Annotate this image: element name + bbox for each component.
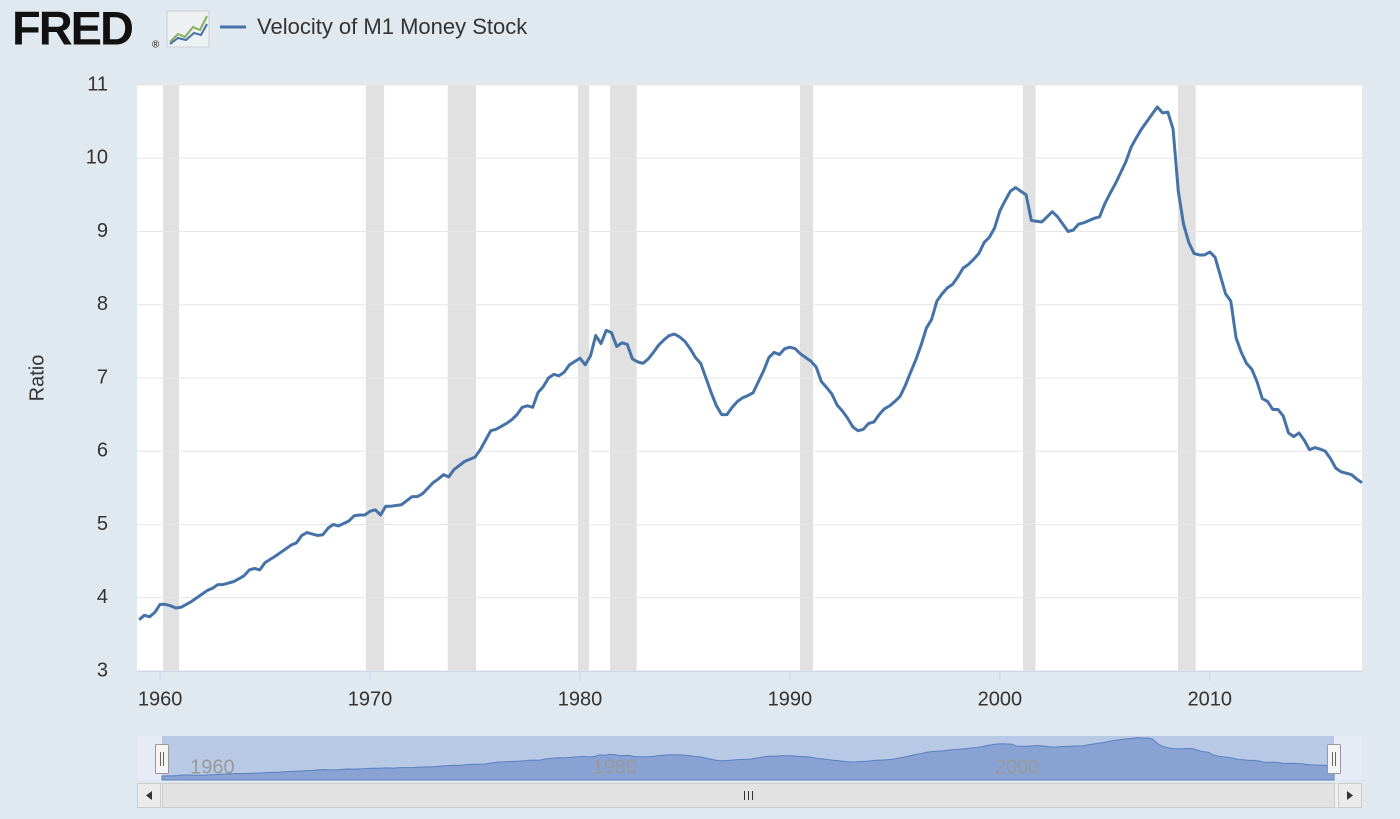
y-tick-label: 11 (87, 73, 108, 95)
y-tick-label: 4 (97, 586, 108, 608)
y-tick-label: 10 (86, 147, 108, 169)
logo-mark: ® (152, 40, 160, 51)
x-tick-label: 1960 (138, 688, 183, 710)
navigator-tick-label: 1960 (190, 756, 235, 778)
navigator-tick-label: 2000 (995, 756, 1039, 778)
y-axis-label: Ratio (26, 355, 48, 402)
y-tick-label: 8 (97, 293, 108, 315)
logo: FRED (12, 1, 132, 54)
y-tick-label: 9 (97, 220, 108, 242)
data-line (138, 105, 1363, 621)
legend-label[interactable]: Velocity of M1 Money Stock (257, 14, 528, 39)
legend[interactable]: Velocity of M1 Money Stock (220, 14, 528, 39)
navigator-handle-right[interactable] (1327, 744, 1341, 774)
x-tick-label: 2000 (978, 688, 1023, 710)
y-tick-label: 6 (97, 440, 108, 462)
logo-icon (166, 10, 210, 48)
navigator-tick-label: 1980 (593, 756, 638, 778)
x-tick-label: 1970 (348, 688, 393, 710)
x-tick-label: 1990 (768, 688, 813, 710)
navigator-handle-left[interactable] (155, 744, 169, 774)
y-tick-label: 5 (97, 513, 108, 535)
x-tick-label: 2010 (1188, 688, 1233, 710)
x-tick-label: 1980 (558, 688, 603, 710)
y-tick-label: 3 (97, 659, 108, 681)
navigator-area (161, 737, 1335, 781)
y-tick-label: 7 (97, 366, 108, 388)
scrollbar[interactable] (137, 783, 1362, 808)
